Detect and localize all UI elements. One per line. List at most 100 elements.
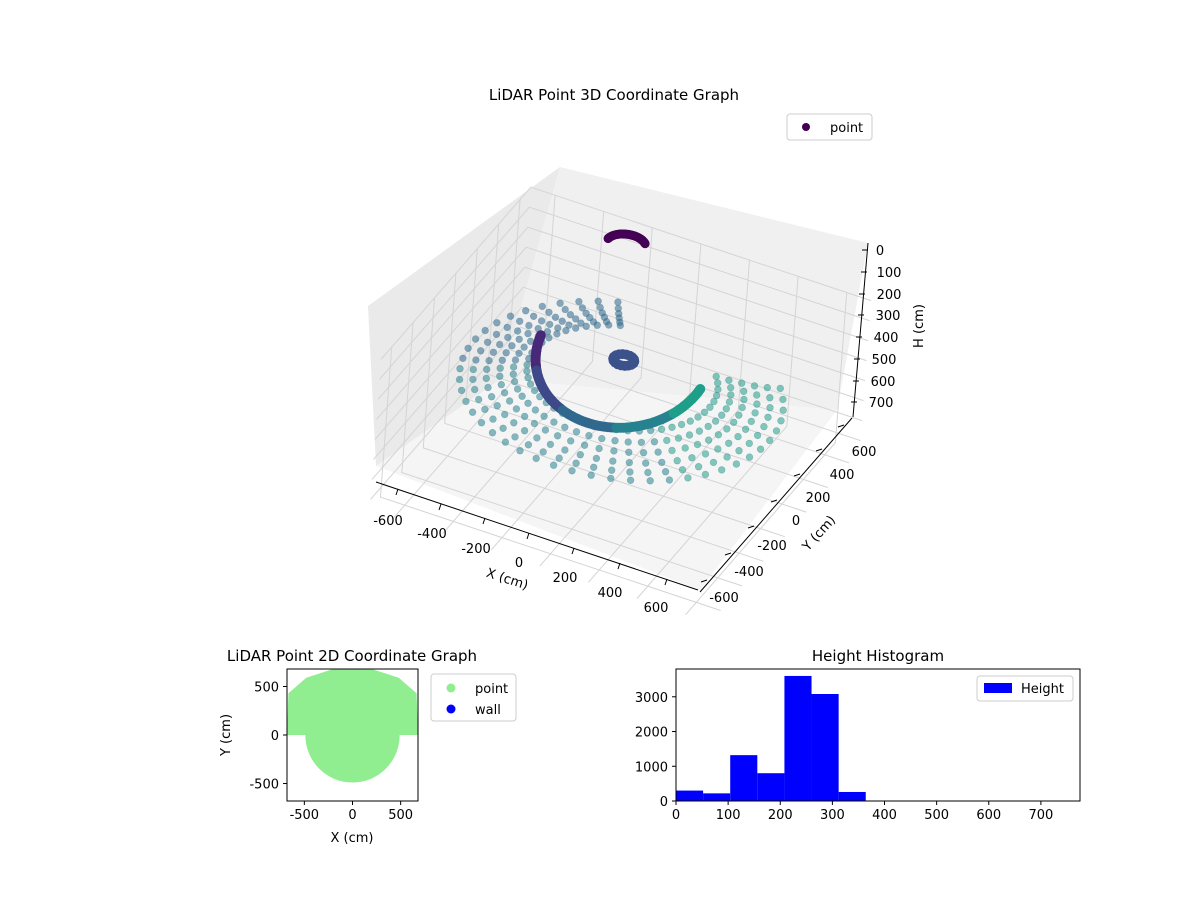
data-point [695,384,706,394]
data-point [545,320,554,329]
x-tick [395,488,399,496]
legend-3d-label: point [830,121,863,136]
data-point [714,445,722,453]
data-point [587,471,595,479]
data-point [483,365,491,374]
data-point [685,431,694,439]
data-point [555,454,563,462]
data-point [713,379,722,387]
data-point [751,409,759,417]
data-point [753,431,762,440]
grid-line-y [379,347,721,611]
data-point [530,386,539,395]
data-point [722,405,730,413]
y-tick-label: 0 [792,514,800,529]
data-point [487,393,496,401]
legend-3d-frame [786,113,873,141]
data-point [539,448,547,456]
data-point [625,448,633,456]
data-point [678,466,687,474]
y-tick [837,424,845,428]
histogram-bar [676,790,704,801]
data-point [549,461,558,469]
data-point [481,405,489,414]
data-point [688,454,696,462]
x-tick-label: 0 [515,556,523,571]
data-point [723,425,731,433]
data-point [603,234,613,244]
data-point [503,323,511,332]
data-point [509,370,517,378]
y-tick-label: -200 [757,539,787,554]
data-point [477,347,485,355]
data-point [661,468,670,476]
data-point [558,317,566,325]
data-point [492,330,501,339]
chart-3d-title: LiDAR Point 3D Coordinate Graph [489,86,739,104]
data-point [641,459,650,467]
data-point [724,439,733,447]
data-point [501,438,510,446]
data-point [576,451,584,459]
pane-back-left [368,167,560,466]
data-point [484,383,492,392]
histogram-title: Height Histogram [812,647,944,665]
data-point [614,298,622,306]
y-tick [700,579,708,583]
data-point [752,391,761,399]
data-point [459,354,467,362]
data-point [511,433,519,441]
histogram-ticks: 0 100 200 300 400 500 600 700 0 1000 2000 3000 [635,691,1053,823]
data-point [725,376,733,384]
chart-2d-title: LiDAR Point 2D Coordinate Graph [227,647,477,665]
y-tick-label-2d: 0 [271,729,279,744]
data-point [525,321,533,330]
histogram-frame [675,668,1081,802]
data-point [663,436,671,445]
data-point [488,429,497,437]
data-point [553,330,561,338]
hist-x-tick-label: 600 [976,808,1001,823]
histogram-bar [784,675,812,801]
data-point [510,419,518,427]
data-point [626,468,634,476]
hist-x-tick-label: 100 [716,808,741,823]
data-point [646,477,654,485]
y-tick-label: -600 [709,591,739,606]
data-point [753,400,761,408]
grid-line-x [393,195,556,518]
grid-line-x [539,243,702,567]
data-point [526,380,535,388]
data-point [714,385,722,394]
data-point [712,372,720,381]
data-point [694,463,703,471]
grid-line-z [376,246,867,420]
hist-x-tick-label: 700 [1028,808,1053,823]
data-point [592,454,601,463]
data-point [513,385,522,393]
data-point [745,453,754,461]
data-point [541,426,550,434]
data-point [726,383,735,392]
data-point [701,450,710,458]
x-tick [617,562,621,570]
legend-2d-marker-wall [446,704,456,714]
data-point [533,434,541,442]
data-point [714,431,723,439]
hist-y-tick-label: 3000 [635,691,668,706]
data-point [530,419,539,428]
data-point [551,313,560,321]
data-point [776,384,784,393]
hist-x-tick-label: 300 [820,808,845,823]
data-point [485,356,493,365]
data-point [737,379,746,387]
data-point [644,468,652,477]
data-point [561,446,569,454]
histogram-legend-swatch [984,683,1012,693]
data-point [657,425,666,433]
grid-line-y [444,273,786,538]
data-point [481,326,489,335]
data-point [772,427,781,435]
data-point [496,372,504,380]
data-point [469,375,477,384]
